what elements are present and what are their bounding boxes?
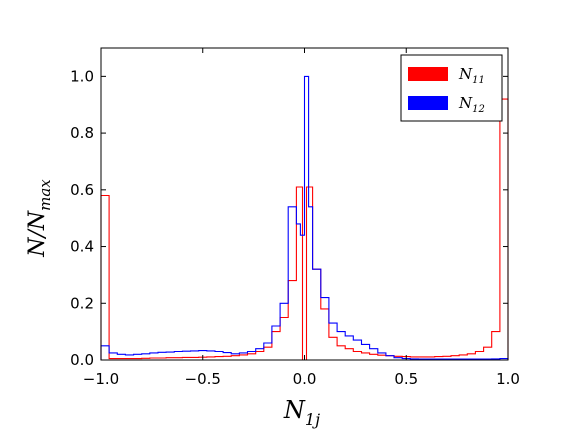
x-tick-label: −0.5 [185, 370, 221, 388]
y-tick-label: 0.8 [70, 124, 94, 142]
y-tick-label: 0.4 [70, 238, 94, 256]
series-line-n12 [100, 75, 509, 360]
x-tick-label: 1.0 [496, 370, 520, 388]
y-tick-label: 0.0 [70, 351, 94, 369]
legend-box [400, 54, 503, 122]
x-tick-label: 0.0 [293, 370, 317, 388]
ticks-layer: −1.0 −0.5 0.0 0.5 1.0 0.0 0.2 0.4 0.6 0.8 1.0 [70, 48, 520, 388]
x-tick-label: −1.0 [83, 370, 119, 388]
y-tick-label: 0.2 [70, 294, 94, 312]
legend-swatch-n11 [408, 67, 448, 81]
series-line-n11 [100, 98, 509, 361]
legend-swatch-n12 [408, 96, 448, 110]
y-tick-label: 0.6 [70, 181, 94, 199]
x-tick-label: 0.5 [394, 370, 418, 388]
y-tick-label: 1.0 [70, 67, 94, 85]
series-layer [100, 75, 509, 361]
